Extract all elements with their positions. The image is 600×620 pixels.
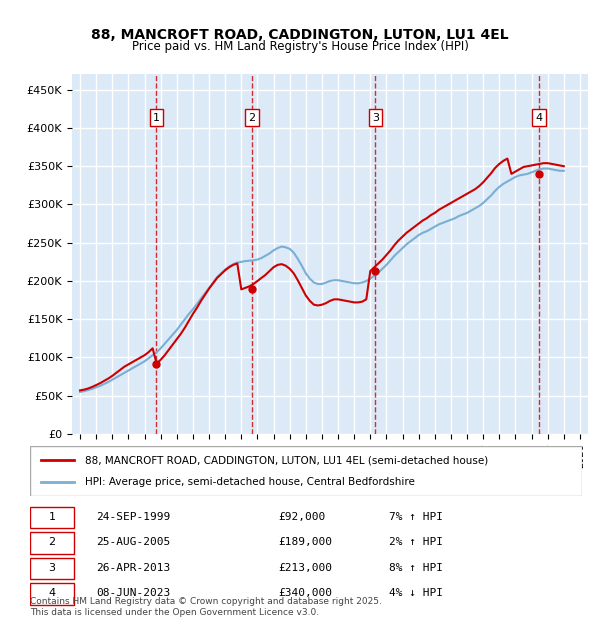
Text: Price paid vs. HM Land Registry's House Price Index (HPI): Price paid vs. HM Land Registry's House … xyxy=(131,40,469,53)
Text: 24-SEP-1999: 24-SEP-1999 xyxy=(96,512,170,522)
Text: 7% ↑ HPI: 7% ↑ HPI xyxy=(389,512,443,522)
Text: Contains HM Land Registry data © Crown copyright and database right 2025.
This d: Contains HM Land Registry data © Crown c… xyxy=(30,598,382,617)
Text: 88, MANCROFT ROAD, CADDINGTON, LUTON, LU1 4EL (semi-detached house): 88, MANCROFT ROAD, CADDINGTON, LUTON, LU… xyxy=(85,455,488,465)
Text: 88, MANCROFT ROAD, CADDINGTON, LUTON, LU1 4EL: 88, MANCROFT ROAD, CADDINGTON, LUTON, LU… xyxy=(91,28,509,42)
Text: 26-APR-2013: 26-APR-2013 xyxy=(96,563,170,573)
Text: 4% ↓ HPI: 4% ↓ HPI xyxy=(389,588,443,598)
Text: 8% ↑ HPI: 8% ↑ HPI xyxy=(389,563,443,573)
Text: £92,000: £92,000 xyxy=(278,512,326,522)
Text: HPI: Average price, semi-detached house, Central Bedfordshire: HPI: Average price, semi-detached house,… xyxy=(85,477,415,487)
FancyBboxPatch shape xyxy=(30,532,74,554)
Text: 3: 3 xyxy=(372,113,379,123)
Text: £213,000: £213,000 xyxy=(278,563,332,573)
FancyBboxPatch shape xyxy=(30,583,74,605)
Text: £189,000: £189,000 xyxy=(278,538,332,547)
Text: 08-JUN-2023: 08-JUN-2023 xyxy=(96,588,170,598)
FancyBboxPatch shape xyxy=(30,557,74,579)
Text: 1: 1 xyxy=(153,113,160,123)
Text: 2% ↑ HPI: 2% ↑ HPI xyxy=(389,538,443,547)
Text: 4: 4 xyxy=(535,113,542,123)
Text: 1: 1 xyxy=(49,512,56,522)
Text: £340,000: £340,000 xyxy=(278,588,332,598)
FancyBboxPatch shape xyxy=(30,507,74,528)
Text: 4: 4 xyxy=(49,588,56,598)
Text: 2: 2 xyxy=(49,538,56,547)
Text: 3: 3 xyxy=(49,563,56,573)
Text: 25-AUG-2005: 25-AUG-2005 xyxy=(96,538,170,547)
FancyBboxPatch shape xyxy=(30,446,582,496)
Text: 2: 2 xyxy=(248,113,256,123)
